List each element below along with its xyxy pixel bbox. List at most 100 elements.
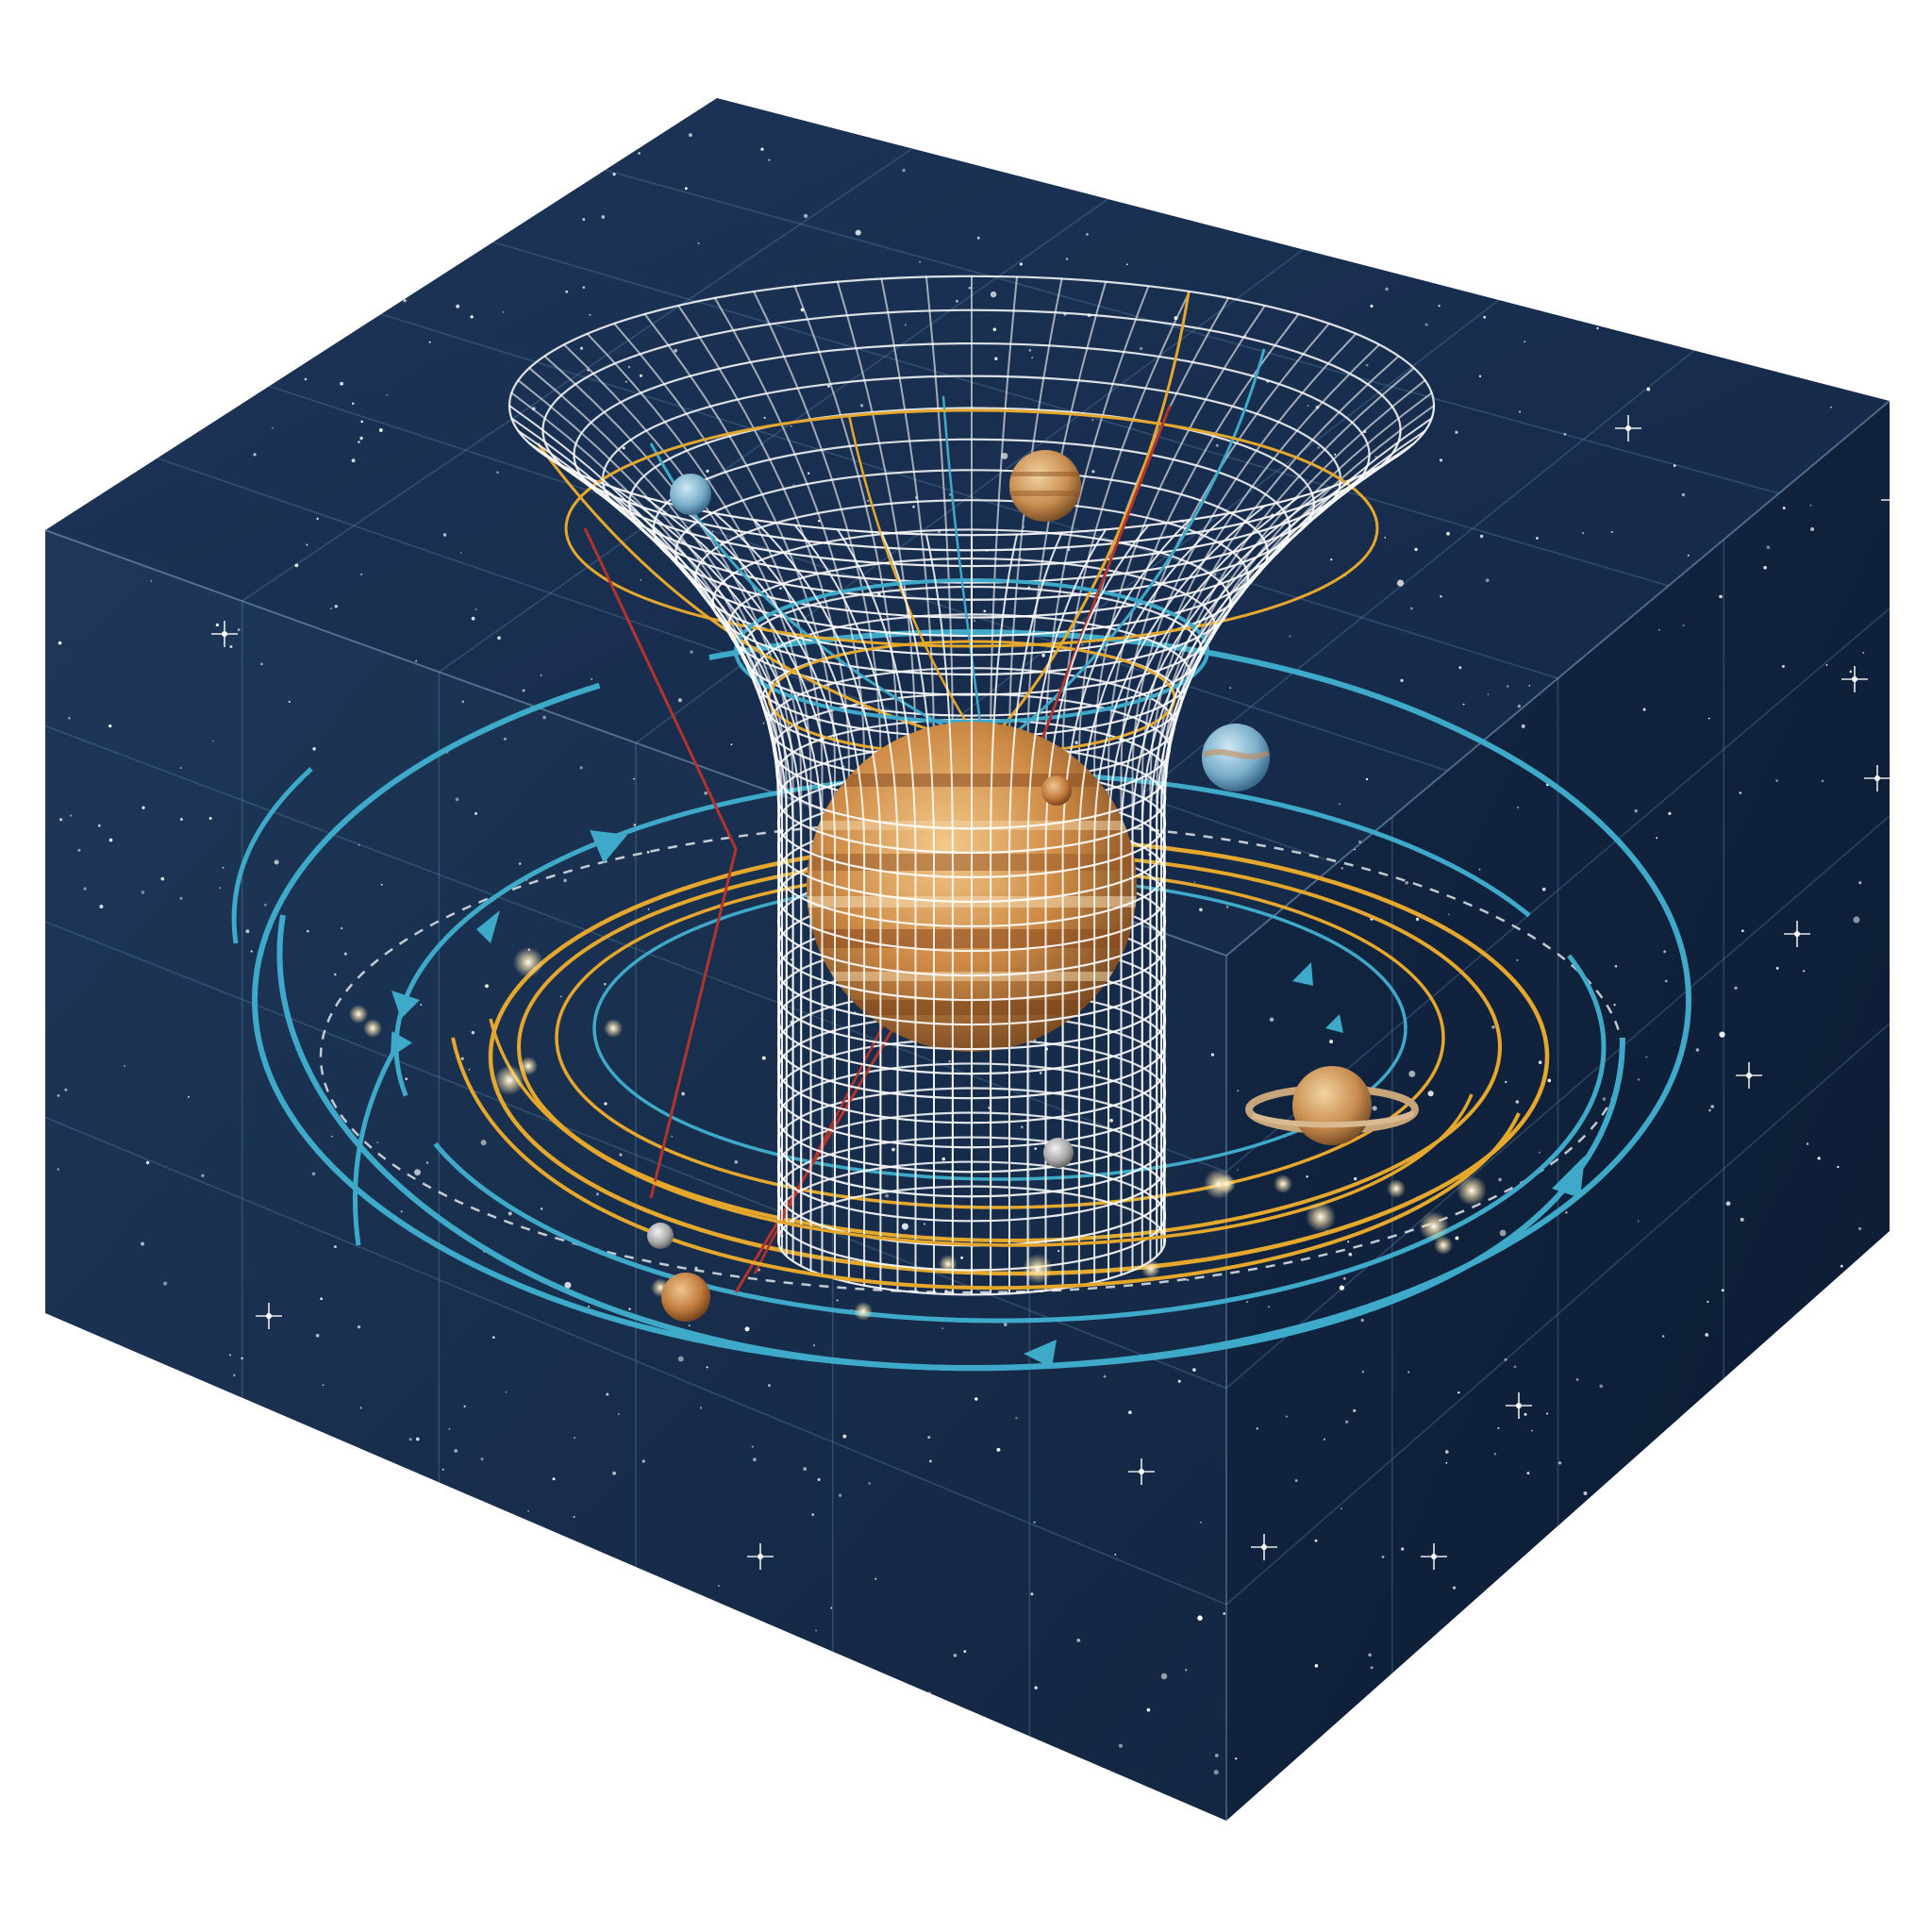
star [671, 1135, 674, 1138]
star [808, 472, 810, 475]
star [1334, 453, 1337, 456]
star [1294, 1479, 1298, 1482]
star [1524, 1412, 1527, 1416]
sparkle-star [1506, 1392, 1532, 1419]
star [1513, 1365, 1517, 1369]
star [1184, 1669, 1188, 1672]
star [1065, 258, 1069, 260]
star [274, 859, 279, 865]
star [1109, 1118, 1113, 1123]
star [330, 1135, 333, 1138]
star [1821, 779, 1824, 783]
star [1862, 651, 1865, 654]
star [744, 1326, 750, 1332]
star [1340, 1507, 1342, 1510]
star [1223, 1612, 1226, 1615]
star [1314, 1663, 1319, 1668]
star [1507, 685, 1509, 688]
star [1361, 1371, 1364, 1374]
star [1498, 1177, 1502, 1182]
star [1268, 1306, 1270, 1308]
star [320, 1297, 323, 1301]
star [341, 926, 343, 930]
star [1538, 1060, 1542, 1064]
star [1740, 1217, 1744, 1222]
star [677, 1356, 684, 1362]
star [1487, 693, 1490, 695]
orbit-glow-point [363, 1019, 382, 1038]
star [1039, 1072, 1042, 1074]
star [761, 1056, 766, 1060]
star [751, 1445, 754, 1448]
star [1256, 1427, 1258, 1430]
star [565, 290, 569, 293]
star [1160, 1673, 1168, 1680]
star [1458, 666, 1462, 670]
star [1400, 678, 1404, 683]
star [704, 791, 708, 795]
star [1407, 1371, 1410, 1374]
star [1368, 1653, 1372, 1657]
star [1214, 1753, 1219, 1757]
star [768, 158, 771, 161]
star [471, 616, 475, 621]
star [1806, 1142, 1809, 1145]
star [1114, 1554, 1117, 1556]
star [475, 811, 477, 815]
star [974, 620, 976, 622]
star [1658, 628, 1660, 631]
star [582, 286, 586, 289]
star [68, 716, 71, 720]
star [1339, 803, 1341, 806]
sparkle-star [211, 621, 238, 647]
star [108, 838, 113, 842]
star [868, 1482, 872, 1485]
top-grid-line [438, 198, 1108, 673]
star [1478, 868, 1481, 871]
star [1614, 964, 1618, 968]
star [1719, 594, 1723, 599]
star [425, 1161, 429, 1164]
sparkle-star [1421, 1543, 1447, 1570]
star [646, 850, 650, 854]
sparkle-star [256, 1303, 282, 1329]
star [718, 1585, 720, 1587]
star [639, 374, 642, 377]
star [1682, 625, 1685, 626]
star [1448, 913, 1450, 916]
star [1409, 607, 1413, 610]
funnel-meridian [643, 496, 836, 1280]
star [927, 1436, 931, 1440]
star [1245, 1300, 1249, 1304]
star [108, 724, 112, 728]
arrow-icon [391, 991, 420, 1019]
star [768, 1384, 771, 1387]
star [689, 133, 692, 137]
star [428, 341, 431, 343]
star [1599, 1384, 1604, 1389]
star [956, 299, 958, 303]
funnel-meridian [753, 519, 882, 1290]
star [1521, 724, 1525, 728]
star [64, 1088, 68, 1091]
star [1545, 1412, 1549, 1415]
blue-moon-icon [1202, 724, 1270, 791]
star [730, 743, 733, 746]
star [448, 1427, 451, 1430]
star [1347, 1241, 1350, 1243]
star [563, 878, 567, 883]
star [1414, 547, 1418, 552]
star [838, 1493, 842, 1497]
star [527, 1509, 530, 1512]
geodesic-gold-2 [984, 291, 1191, 747]
star [1457, 1391, 1460, 1394]
funnel-meridian [517, 429, 783, 1253]
star [57, 1094, 60, 1097]
star [1031, 357, 1034, 358]
orbit-glow-point [1387, 1179, 1406, 1198]
star [459, 552, 462, 554]
star [1401, 1547, 1405, 1551]
funnel-meridian [1108, 496, 1300, 1280]
star [1687, 554, 1690, 557]
star [315, 1334, 320, 1338]
